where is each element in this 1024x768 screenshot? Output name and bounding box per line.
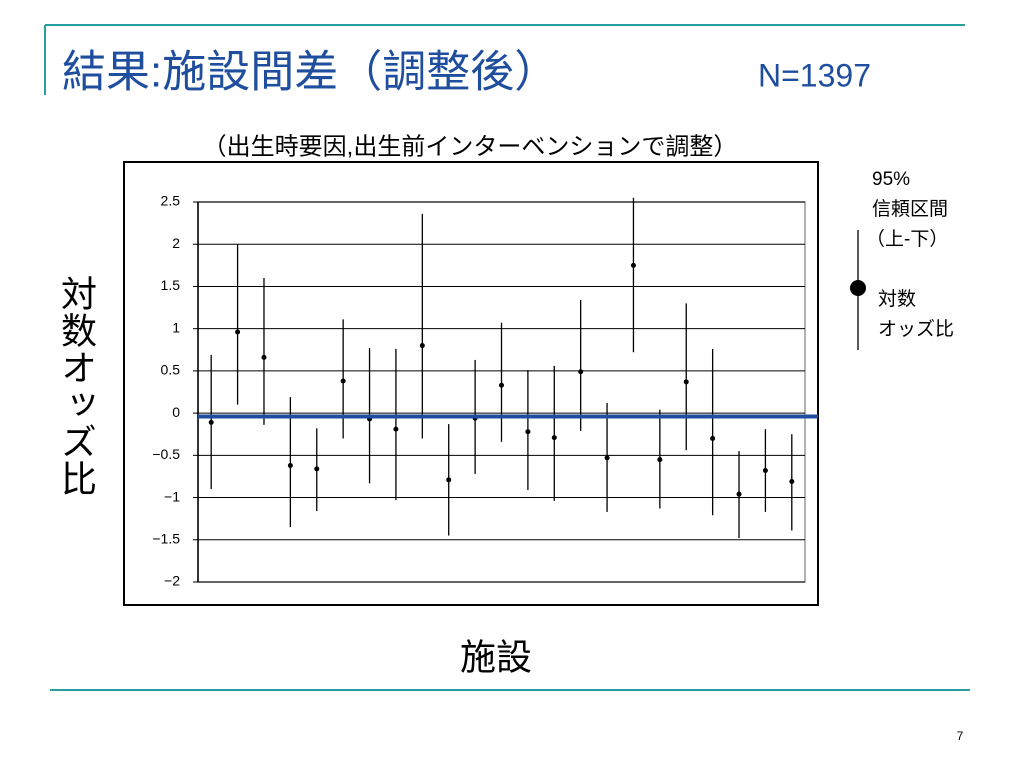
y-tick-label: 2 — [172, 235, 180, 251]
y-tick-label: −1 — [164, 488, 180, 504]
point-estimate — [789, 479, 795, 485]
point-estimate — [710, 435, 716, 441]
page-number: 7 — [957, 729, 964, 743]
point-estimate — [762, 468, 768, 474]
y-tick-label: 0.5 — [161, 362, 181, 378]
point-estimate — [525, 429, 531, 435]
point-estimate — [235, 329, 241, 335]
point-estimate — [287, 462, 293, 468]
legend-label: 信頼区間 — [872, 198, 948, 220]
subtitle: （出生時要因,出生前インターベンションで調整） — [203, 133, 738, 160]
y-tick-label: 0 — [172, 404, 180, 420]
legend-estimate-symbol — [850, 280, 866, 296]
y-tick-label: 2.5 — [161, 193, 181, 209]
point-estimate — [604, 455, 610, 461]
point-estimate — [657, 457, 663, 463]
x-axis-label: 施設 — [460, 637, 532, 678]
legend-label: 95% — [872, 169, 910, 190]
y-tick-label: −2 — [164, 573, 180, 589]
chart-frame — [123, 161, 819, 606]
point-estimate — [340, 378, 346, 384]
point-estimate — [499, 382, 504, 388]
point-estimate — [630, 262, 636, 268]
point-estimate — [736, 491, 742, 497]
point-estimate — [393, 426, 399, 432]
point-estimate — [683, 379, 689, 385]
point-estimate — [578, 369, 584, 375]
point-estimate — [261, 354, 267, 360]
point-estimate — [419, 343, 425, 349]
point-estimate — [314, 466, 320, 472]
sample-size: N=1397 — [758, 57, 871, 93]
plot: 2.5 2 1.5 1 0.5 0 −0.5 −1 −1.5 −2 95% 信頼区間 （上-下） 対数オッ… — [152, 169, 954, 589]
point-estimate — [446, 477, 452, 483]
point-estimate — [208, 419, 214, 425]
y-tick-label: −0.5 — [152, 446, 180, 462]
y-tick-label: 1.5 — [161, 277, 181, 293]
slide-title: 結果:施設間差（調整後） — [62, 48, 558, 97]
legend-label: オッズ比 — [878, 318, 954, 340]
legend-label: （上-下） — [866, 228, 948, 250]
y-tick-label: 1 — [172, 319, 180, 335]
legend-label: 対数 — [878, 288, 916, 310]
y-axis-label: 対数オッズ比 — [56, 275, 97, 497]
y-tick-label: −1.5 — [152, 530, 180, 546]
point-estimate — [551, 435, 557, 441]
